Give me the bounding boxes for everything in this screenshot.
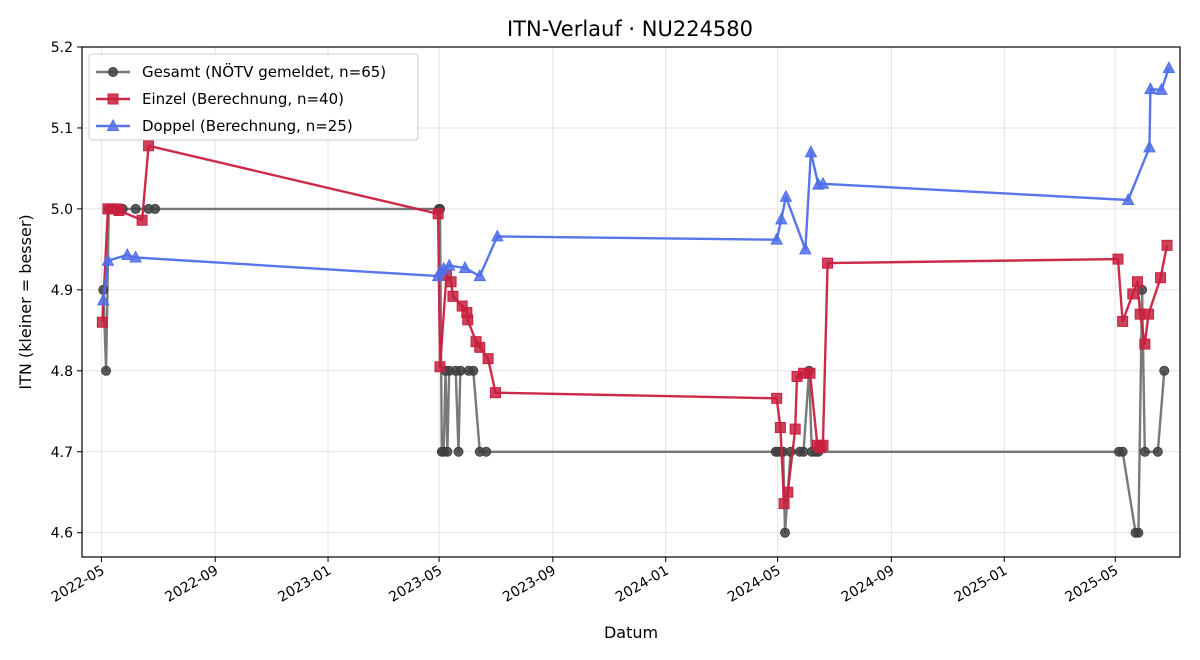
x-tick-label: 2024-05 <box>725 563 784 606</box>
data-point <box>455 365 466 376</box>
data-point <box>1121 192 1135 205</box>
data-point <box>799 242 812 255</box>
data-point <box>143 140 155 152</box>
data-point <box>789 423 801 435</box>
legend-label: Einzel (Berechnung, n=40) <box>142 90 344 108</box>
data-point <box>442 446 453 457</box>
data-point <box>96 316 108 328</box>
data-point <box>113 205 125 217</box>
data-point <box>1131 276 1143 288</box>
data-point <box>1144 82 1157 95</box>
data-point <box>1159 365 1170 376</box>
data-point <box>101 365 112 376</box>
legend-label: Gesamt (NÖTV gemeldet, n=65) <box>142 62 386 81</box>
data-point <box>453 446 464 457</box>
legend-marker <box>108 67 118 77</box>
series-layer <box>96 60 1176 538</box>
data-point <box>771 392 783 404</box>
data-point <box>1152 446 1163 457</box>
data-point <box>1127 288 1139 300</box>
data-point <box>770 232 784 245</box>
data-point <box>1117 446 1128 457</box>
x-tick-label: 2024-09 <box>839 563 898 606</box>
data-point <box>1143 140 1156 153</box>
data-point <box>774 421 786 433</box>
data-point <box>101 253 115 266</box>
data-point <box>445 276 457 288</box>
data-point <box>481 446 492 457</box>
data-point <box>779 189 793 202</box>
y-tick-label: 4.6 <box>51 526 73 542</box>
y-tick-label: 5.0 <box>51 202 73 218</box>
data-point <box>1112 253 1124 265</box>
data-point <box>1139 446 1150 457</box>
y-axis-label: ITN (kleiner = besser) <box>16 214 35 389</box>
legend-label: Doppel (Berechnung, n=25) <box>142 117 353 135</box>
data-point <box>489 387 501 399</box>
x-tick-label: 2023-05 <box>386 563 445 606</box>
data-point <box>462 314 474 326</box>
data-point <box>778 498 790 510</box>
data-point <box>1143 308 1155 320</box>
y-tick-label: 4.9 <box>51 283 73 299</box>
data-point <box>780 527 791 538</box>
data-point <box>1162 60 1176 74</box>
data-point <box>468 365 479 376</box>
data-point <box>782 486 794 498</box>
legend-marker <box>106 118 120 131</box>
data-point <box>1155 272 1167 284</box>
data-point <box>473 269 487 282</box>
x-tick-label: 2025-05 <box>1063 563 1122 606</box>
data-point <box>804 145 818 158</box>
x-tick-label: 2024-01 <box>613 563 672 606</box>
data-point <box>804 367 816 379</box>
x-tick-label: 2023-09 <box>500 563 559 606</box>
data-point <box>1155 82 1168 95</box>
x-tick-label: 2025-01 <box>952 563 1011 606</box>
x-tick-label: 2023-01 <box>275 563 334 606</box>
data-point <box>434 361 446 373</box>
data-point <box>817 439 829 451</box>
x-axis-label: Datum <box>604 623 658 642</box>
data-point <box>822 257 834 269</box>
data-point <box>774 212 788 225</box>
y-tick-label: 4.7 <box>51 445 73 461</box>
data-point <box>491 229 504 242</box>
data-point <box>442 258 456 271</box>
data-point <box>130 203 141 214</box>
data-point <box>458 260 472 273</box>
legend-box <box>88 53 419 141</box>
plot-area-frame <box>81 46 1181 558</box>
series-2 <box>96 60 1176 306</box>
data-point <box>96 293 110 306</box>
series-line <box>101 144 1169 505</box>
data-point <box>1161 239 1173 251</box>
data-point <box>136 214 148 226</box>
y-tick-label: 5.2 <box>51 40 73 56</box>
legend-marker <box>107 93 119 105</box>
data-point <box>798 446 809 457</box>
data-point <box>474 341 486 353</box>
y-tick-label: 4.8 <box>51 364 73 380</box>
x-tick-label: 2022-09 <box>163 563 222 606</box>
data-point <box>1133 527 1144 538</box>
data-point <box>129 250 142 263</box>
data-point <box>816 176 830 189</box>
data-point <box>482 353 494 365</box>
data-point <box>150 203 161 214</box>
data-point <box>432 208 444 220</box>
series-1 <box>96 140 1173 510</box>
y-tick-label: 5.1 <box>51 121 73 137</box>
data-point <box>120 247 134 261</box>
legend: Gesamt (NÖTV gemeldet, n=65) Einzel (Bere… <box>88 53 419 141</box>
data-point <box>1117 315 1129 327</box>
data-point <box>1139 338 1151 350</box>
x-tick-label: 2022-05 <box>49 563 108 606</box>
data-point <box>447 290 459 302</box>
chart-title: ITN-Verlauf · NU224580 <box>507 17 753 41</box>
